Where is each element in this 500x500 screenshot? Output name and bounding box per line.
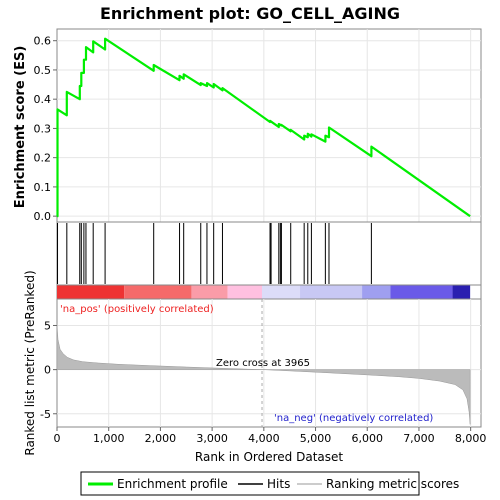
x-tick-label: 0: [54, 432, 61, 445]
enrichment-y-tick-label: 0.5: [34, 64, 52, 77]
legend-label-enrichment: Enrichment profile: [117, 477, 228, 491]
hits-layer: [57, 223, 372, 284]
metric-x-ticks: 0 1,000 2,000 3,000 4,000 5,000 6,000 7,000 8,00…: [54, 427, 487, 445]
enrichment-y-tick-label: 0.1: [34, 181, 52, 194]
enrichment-y-tick-label: 0.3: [34, 122, 52, 135]
enrichment-gridlines: [57, 29, 481, 222]
x-axis-label: Rank in Ordered Dataset: [195, 450, 343, 464]
colorbar-segment: [390, 285, 453, 299]
enrichment-y-tick-label: 0.0: [34, 210, 52, 223]
legend-item-metric: Ranking metric scores: [297, 477, 459, 491]
x-tick-label: 1,000: [93, 432, 125, 445]
legend-item-hits: Hits: [238, 477, 290, 491]
enrichment-profile-layer: [56, 37, 471, 218]
chart-title: Enrichment plot: GO_CELL_AGING: [100, 4, 400, 23]
colorbar-segment: [362, 285, 391, 299]
enrichment-panel: [56, 28, 482, 223]
colorbar-segment: [124, 285, 192, 299]
enrichment-y-tick-label: 0.4: [34, 93, 52, 106]
x-tick-label: 3,000: [196, 432, 228, 445]
metric-area: [56, 323, 471, 425]
metric-y-ticks: -5 0 5: [40, 319, 57, 421]
x-tick-label: 6,000: [351, 432, 383, 445]
metric-y-tick-label: 0: [44, 364, 51, 377]
colorbar-segment: [300, 285, 363, 299]
rank-colorbar: [57, 285, 471, 299]
metric-y-axis-label: Ranked list metric (PreRanked): [23, 270, 37, 455]
ranked-metric-panel: [56, 298, 482, 428]
enrichment-y-tick-label: 0.2: [34, 152, 52, 165]
colorbar-segment: [191, 285, 228, 299]
metric-area-layer: [56, 323, 471, 425]
zero-cross-label: Zero cross at 3965: [216, 358, 310, 369]
enrichment-y-ticks: 0.0 0.1 0.2 0.3 0.4 0.5 0.6: [34, 35, 57, 223]
colorbar-segment: [452, 285, 471, 299]
legend-label-hits: Hits: [267, 477, 290, 491]
colorbar-segment: [57, 285, 125, 299]
colorbar-segment: [262, 285, 301, 299]
x-tick-label: 8,000: [455, 432, 487, 445]
legend-label-metric: Ranking metric scores: [326, 477, 459, 491]
metric-y-tick-label: -5: [40, 408, 51, 421]
neg-correlated-label: 'na_neg' (negatively correlated): [274, 413, 433, 424]
enrichment-y-tick-label: 0.6: [34, 35, 52, 48]
x-tick-label: 2,000: [145, 432, 177, 445]
x-tick-label: 5,000: [300, 432, 332, 445]
enrichment-y-axis-label: Enrichment score (ES): [13, 46, 28, 209]
enrichment-profile-line: [56, 37, 471, 218]
legend-item-enrichment: Enrichment profile: [88, 477, 228, 491]
colorbar-segment: [227, 285, 263, 299]
hits-panel: [56, 221, 482, 286]
pos-correlated-label: 'na_pos' (positively correlated): [60, 304, 214, 315]
x-tick-label: 4,000: [248, 432, 280, 445]
x-tick-label: 7,000: [403, 432, 435, 445]
metric-y-tick-label: 5: [44, 319, 51, 332]
